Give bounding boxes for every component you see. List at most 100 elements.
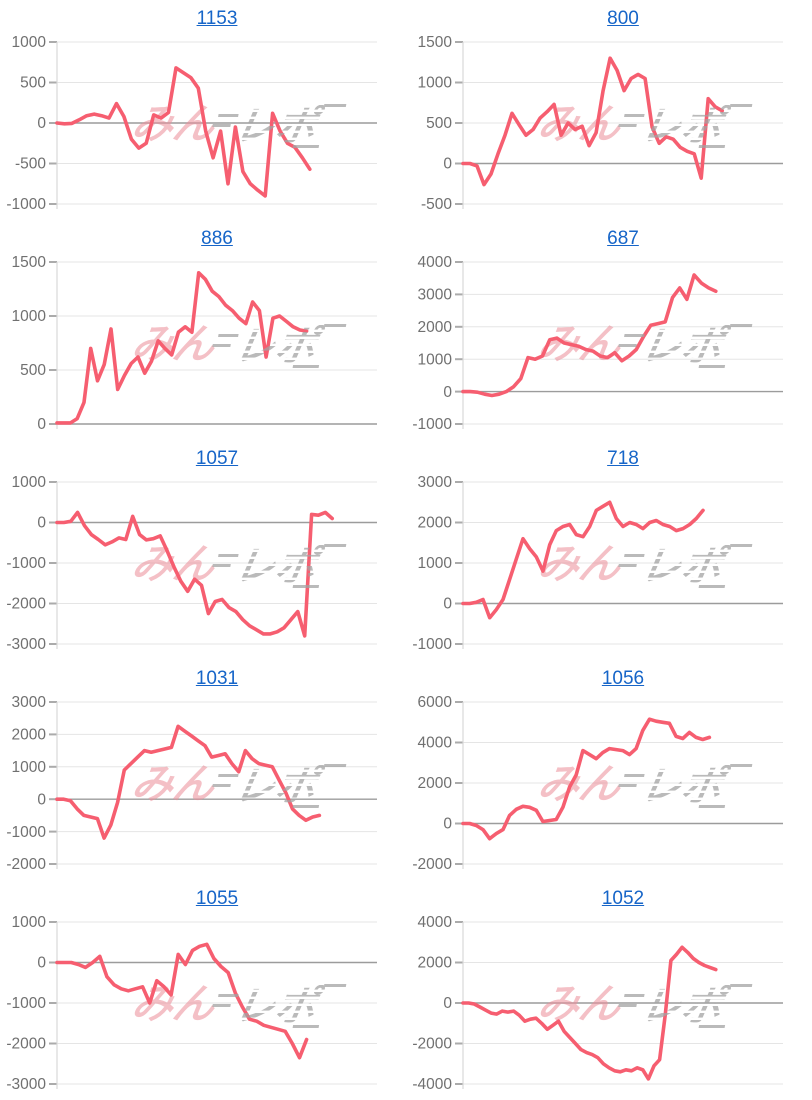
y-tick-label: 3000 (12, 694, 47, 711)
chart-title-link[interactable]: 1052 (601, 888, 645, 910)
watermark-speed-line (618, 1004, 637, 1007)
chart-cell: 886 1500 1000 500 0 みん レポ (0, 220, 406, 440)
watermark-gray-text: レポ (636, 103, 733, 149)
watermark-gray: レポ (618, 763, 753, 809)
watermark-speed-line (618, 564, 637, 567)
y-tick-label: -1000 (6, 196, 46, 213)
y-tick-label: 1000 (12, 914, 47, 931)
watermark-pink-text: みん (534, 761, 626, 807)
y-tick-label: 500 (20, 75, 46, 92)
y-tick-label: -500 (421, 196, 452, 213)
y-tick-label: 0 (443, 384, 452, 401)
watermark-speed-line (624, 114, 645, 117)
y-tick-label: 6000 (418, 694, 453, 711)
y-tick-label: 1500 (418, 34, 453, 51)
watermark-speed-line (212, 344, 231, 347)
watermark-speed-line (218, 114, 239, 117)
watermark-gray: レポ (618, 543, 753, 589)
y-tick-label: 0 (37, 955, 46, 972)
y-tick-label: 4000 (418, 735, 453, 752)
chart-title-row: 1031 (0, 660, 377, 694)
watermark-speed-line (618, 124, 637, 127)
chart-title-link[interactable]: 687 (607, 228, 639, 250)
line-chart: 4000 2000 0 -2000 -4000 みん レポ (412, 914, 783, 1093)
y-tick-label: -1000 (6, 824, 46, 841)
series-line (55, 942, 309, 1060)
chart-title-row: 1057 (0, 440, 377, 474)
y-tick-label: 2000 (418, 319, 453, 336)
watermark-speed-line (212, 124, 231, 127)
series-line (461, 56, 725, 187)
watermark-speed-line (698, 1025, 726, 1028)
watermark-speed-line (729, 324, 753, 327)
watermark-speed-line (218, 774, 239, 777)
series-line (461, 500, 705, 620)
y-tick-label: 0 (443, 995, 452, 1012)
chart-title-link[interactable]: 800 (607, 8, 639, 30)
y-tick-label: 0 (37, 416, 46, 433)
watermark-gray-text: レポ (230, 763, 327, 809)
watermark-speed-line (323, 764, 347, 767)
y-tick-label: -1000 (412, 636, 452, 653)
watermark-speed-line (698, 145, 726, 148)
watermark-speed-line (624, 994, 645, 997)
chart-title-link[interactable]: 1153 (196, 8, 238, 30)
watermark-speed-line (698, 365, 726, 368)
y-tick-label: 1000 (418, 75, 453, 92)
y-tick-label: 2000 (418, 515, 453, 532)
chart-cell: 718 3000 2000 1000 0 -1000 みん レポ (406, 440, 812, 660)
watermark-speed-line (212, 784, 231, 787)
watermark-speed-line (624, 334, 645, 337)
chart-title-row: 800 (406, 0, 783, 34)
y-tick-label: 1000 (12, 34, 47, 51)
chart-title-link[interactable]: 1057 (195, 448, 239, 470)
watermark-speed-line (292, 145, 320, 148)
y-tick-label: 0 (443, 156, 452, 173)
series-line (55, 724, 322, 840)
y-tick-label: -4000 (412, 1076, 452, 1093)
watermark-gray: レポ (618, 983, 753, 1029)
watermark-gray-text: レポ (230, 103, 327, 149)
chart-title-link[interactable]: 1055 (195, 888, 239, 910)
y-tick-label: -1000 (412, 416, 452, 433)
y-tick-label: 1000 (418, 351, 453, 368)
watermark-pink-text: みん (128, 761, 220, 807)
watermark-pink-text: みん (534, 981, 626, 1027)
chart-cell: 1055 1000 0 -1000 -2000 -3000 みん レポ (0, 880, 406, 1100)
chart-title-row: 886 (0, 220, 377, 254)
y-tick-label: -2000 (6, 856, 46, 873)
watermark-gray-text: レポ (636, 763, 733, 809)
chart-title-link[interactable]: 1056 (601, 668, 645, 690)
watermark-speed-line (218, 334, 239, 337)
y-tick-label: 1000 (418, 555, 453, 572)
y-tick-label: 0 (37, 791, 46, 808)
watermark-speed-line (729, 764, 753, 767)
y-tick-label: 1000 (12, 474, 47, 491)
chart-title-link[interactable]: 1031 (195, 668, 239, 690)
watermark-gray: レポ (618, 323, 753, 369)
series-line (55, 510, 335, 638)
watermark-speed-line (698, 805, 726, 808)
y-tick-label: 2000 (418, 955, 453, 972)
y-tick-label: 0 (443, 596, 452, 613)
watermark-speed-line (698, 585, 726, 588)
y-tick-label: -2000 (412, 1036, 452, 1053)
series-line (55, 66, 312, 198)
chart-cell: 800 1500 1000 500 0 -500 みん レポ (406, 0, 812, 220)
chart-cell: 1153 1000 500 0 -500 -1000 みん レポ (0, 0, 406, 220)
y-tick-label: -1000 (6, 995, 46, 1012)
chart-title-link[interactable]: 718 (607, 448, 639, 470)
watermark-speed-line (729, 984, 753, 987)
chart-title-row: 1055 (0, 880, 377, 914)
watermark-gray-text: レポ (636, 543, 733, 589)
watermark-gray: レポ (212, 543, 347, 589)
y-tick-label: 500 (426, 115, 452, 132)
y-tick-label: -2000 (6, 1036, 46, 1053)
chart-title-row: 1153 (0, 0, 377, 34)
y-tick-label: -3000 (6, 636, 46, 653)
chart-title-link[interactable]: 886 (201, 228, 233, 250)
y-tick-label: 2000 (418, 775, 453, 792)
